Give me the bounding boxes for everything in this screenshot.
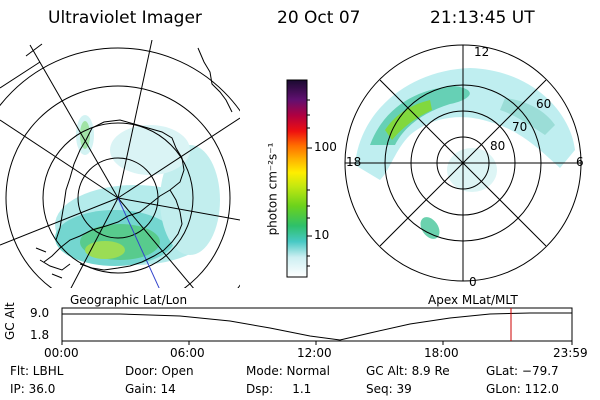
colorbar-unit-label: photon cm⁻²s⁻¹: [265, 142, 280, 236]
info-gc-alt: GC Alt: 8.9 Re: [366, 364, 450, 378]
xtick-1800: 18:00: [424, 346, 459, 360]
xtick-2359: 23:59: [553, 346, 588, 360]
colorbar-scale: [286, 79, 308, 278]
info-gain: Gain: 14: [125, 382, 176, 396]
left-map-caption: Geographic Lat/Lon: [70, 293, 188, 307]
xtick-0600: 06:00: [170, 346, 205, 360]
info-ip: IP: 36.0: [10, 382, 56, 396]
auroral-emission-left: [55, 115, 220, 266]
terminator-line: [117, 197, 160, 288]
mlt-label-0: 0: [469, 275, 477, 289]
right-map-caption: Apex MLat/MLT: [428, 293, 518, 307]
info-glon: GLon: 112.0: [486, 382, 559, 396]
altitude-plot-frame: [61, 307, 573, 342]
mlt-lines: [345, 45, 581, 281]
colorbar: [286, 79, 312, 278]
coastline: [43, 119, 185, 271]
geographic-map: [0, 40, 240, 288]
border-lines: [0, 43, 43, 89]
altitude-ylabel: GC Alt: [3, 302, 17, 340]
auroral-emission-right: [355, 68, 575, 239]
observation-date: 20 Oct 07: [277, 8, 361, 28]
colorbar-tick-10: 10: [314, 228, 330, 242]
instrument-title: Ultraviolet Imager: [48, 8, 202, 28]
mlat-label-70: 70: [512, 120, 528, 134]
altitude-ytick-top: 9.0: [30, 306, 50, 320]
coastline-fragments: [35, 47, 233, 279]
info-filter: Flt: LBHL: [10, 364, 64, 378]
altitude-ytick-bottom: 1.8: [30, 328, 50, 342]
info-door: Door: Open: [125, 364, 194, 378]
altitude-plot: GC Alt: [3, 302, 573, 345]
altitude-ticks: [61, 341, 573, 345]
info-dsp: Dsp: 1.1: [246, 382, 312, 396]
mlat-label-60: 60: [536, 97, 552, 111]
mlt-label-6: 6: [576, 155, 584, 169]
altitude-curve: [62, 312, 572, 341]
magnetic-map: [344, 44, 582, 282]
mlt-label-18: 18: [346, 155, 362, 169]
colorbar-tick-100: 100: [314, 140, 337, 154]
info-mode: Mode: Normal: [246, 364, 330, 378]
xtick-0000: 00:00: [44, 346, 79, 360]
observation-time: 21:13:45 UT: [430, 8, 535, 28]
meridian-lines: [0, 40, 240, 288]
colorbar-ticks: [307, 99, 312, 267]
info-seq: Seq: 39: [366, 382, 412, 396]
mlt-label-12: 12: [474, 45, 490, 59]
xtick-1200: 12:00: [297, 346, 332, 360]
info-glat: GLat: −79.7: [486, 364, 559, 378]
mlat-label-80: 80: [490, 139, 506, 153]
